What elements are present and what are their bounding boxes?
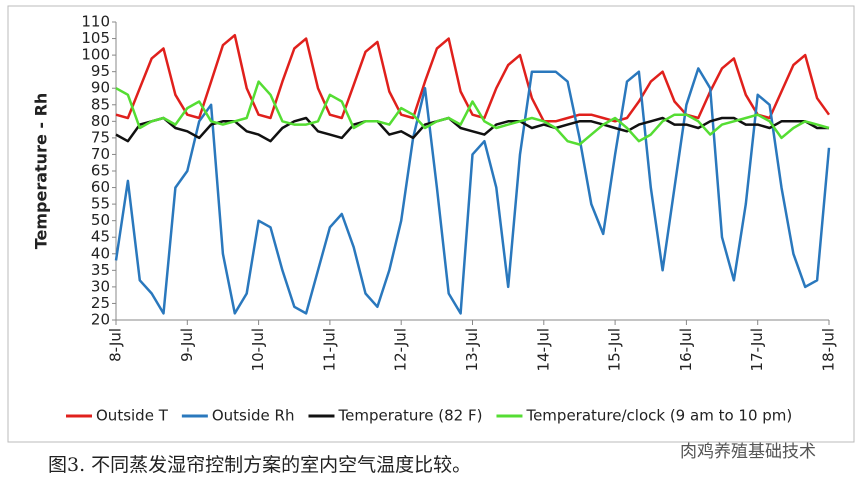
y-tick-label: 30	[91, 277, 110, 295]
y-tick-label: 90	[91, 79, 110, 97]
y-tick-label: 70	[91, 145, 110, 163]
y-tick-label: 35	[91, 261, 110, 279]
y-tick-label: 110	[81, 13, 110, 31]
x-tick-label: 15-Jul	[606, 328, 624, 371]
x-tick-label: 17-Jul	[748, 328, 766, 371]
y-tick-label: 55	[91, 195, 110, 213]
y-tick-label: 80	[91, 112, 110, 130]
chart-frame	[7, 5, 855, 443]
y-tick-label: 60	[91, 178, 110, 196]
x-tick-label: 18-Jul	[820, 328, 838, 371]
x-tick-label: 14-Jul	[534, 328, 552, 371]
series-line	[114, 67, 831, 315]
x-tick-label: 11-Jul	[320, 328, 338, 371]
x-tick-label: 10-Jul	[249, 328, 267, 371]
y-tick-label: 20	[91, 311, 110, 329]
y-tick-label: 105	[81, 29, 110, 47]
y-tick-label: 95	[91, 62, 110, 80]
y-tick-label: 50	[91, 211, 110, 229]
x-tick-label: 13-Jul	[463, 328, 481, 371]
legend-label: Outside Rh	[212, 407, 295, 425]
y-tick-label: 45	[91, 228, 110, 246]
y-tick-label: 40	[91, 244, 110, 262]
x-tick-label: 8-Jul	[107, 328, 125, 362]
legend-label: Outside T	[96, 407, 169, 425]
legend-label: Temperature/clock (9 am to 10 pm)	[525, 407, 792, 425]
y-tick-label: 65	[91, 162, 110, 180]
series-line	[115, 80, 830, 146]
y-tick-label: 85	[91, 95, 110, 113]
y-axis-label: Temperature - Rh	[32, 93, 51, 250]
y-tick-label: 25	[91, 294, 110, 312]
x-tick-label: 16-Jul	[677, 328, 695, 371]
caption: 图3. 不同蒸发湿帘控制方案的室内空气温度比较。	[48, 454, 471, 476]
x-tick-label: 12-Jul	[392, 328, 410, 371]
y-tick-label: 75	[91, 128, 110, 146]
x-tick-label: 9-Jul	[178, 328, 196, 362]
legend-label: Temperature (82 F)	[337, 407, 482, 425]
watermark: 肉鸡养殖基础技术	[680, 442, 816, 462]
y-tick-label: 100	[81, 46, 110, 64]
